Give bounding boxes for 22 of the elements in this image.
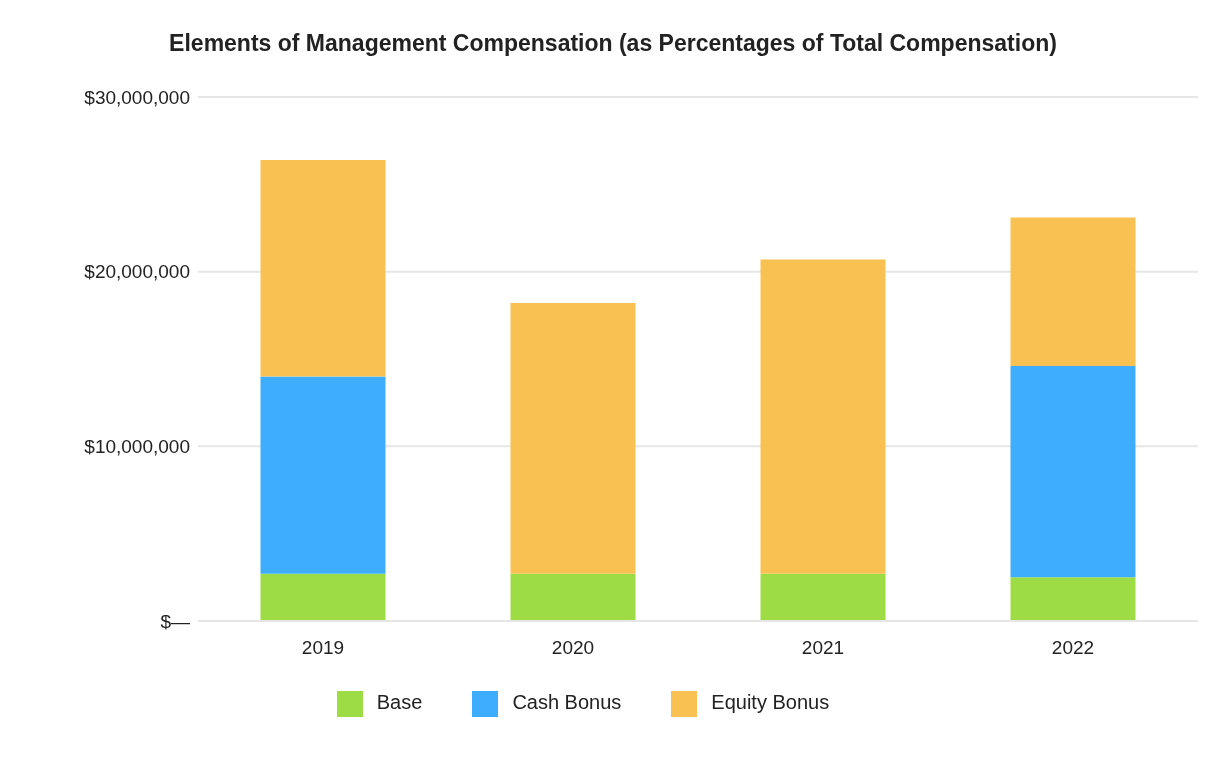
bar xyxy=(260,376,386,574)
y-tick-label: $30,000,000 xyxy=(84,86,190,108)
x-tick-label: 2020 xyxy=(551,637,595,659)
x-tick-label: 2019 xyxy=(301,637,345,659)
bar xyxy=(1010,217,1136,366)
legend-label: Equity Bonus xyxy=(711,691,830,714)
y-tick-label: $10,000,000 xyxy=(84,436,190,458)
bar xyxy=(760,259,886,574)
bar xyxy=(260,159,386,377)
y-tick-label: $20,000,000 xyxy=(84,261,190,283)
bar xyxy=(1010,365,1136,578)
bar xyxy=(760,573,886,621)
bar xyxy=(1010,577,1136,621)
x-tick-label: 2022 xyxy=(1051,637,1095,659)
y-tick-label: $— xyxy=(160,610,190,632)
x-tick-label: 2021 xyxy=(801,637,845,659)
legend-label: Base xyxy=(376,691,423,714)
legend-label: Cash Bonus xyxy=(512,691,622,714)
bar xyxy=(260,573,386,621)
bar xyxy=(510,573,636,621)
chart-title: Elements of Management Compensation (as Percentages of Total Compensation) xyxy=(168,30,1058,57)
bar xyxy=(510,303,636,574)
